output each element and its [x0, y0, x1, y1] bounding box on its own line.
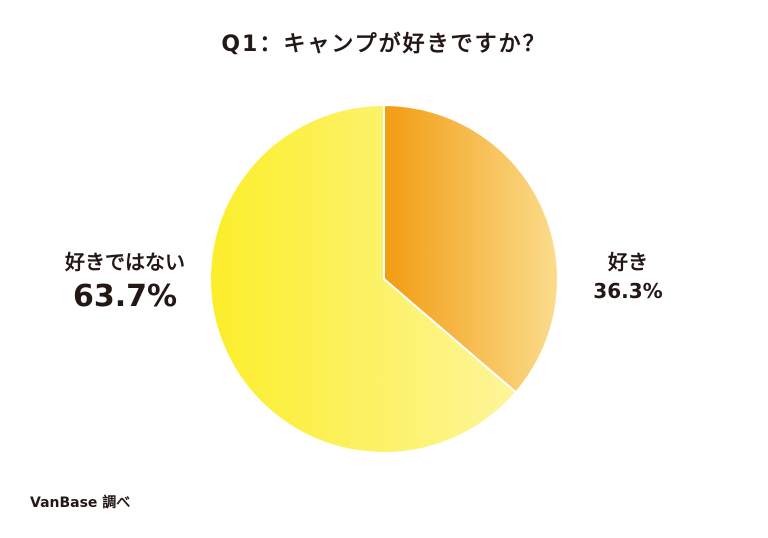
slice-label-like: 好き [608, 250, 648, 274]
chart-title: Q1：キャンプが好きですか？ [221, 32, 547, 57]
slice-label-dislike: 好きではない [65, 250, 185, 274]
pie-slice-0 [383, 103, 559, 394]
label-dislike: 好きではない 63.7% [40, 246, 210, 314]
source-note: VanBase 調べ [30, 495, 131, 511]
label-like: 好き 36.3% [578, 246, 678, 303]
pie-slice-1 [209, 103, 518, 454]
slice-value-dislike: 63.7% [72, 279, 178, 314]
slice-value-like: 36.3% [593, 279, 663, 303]
